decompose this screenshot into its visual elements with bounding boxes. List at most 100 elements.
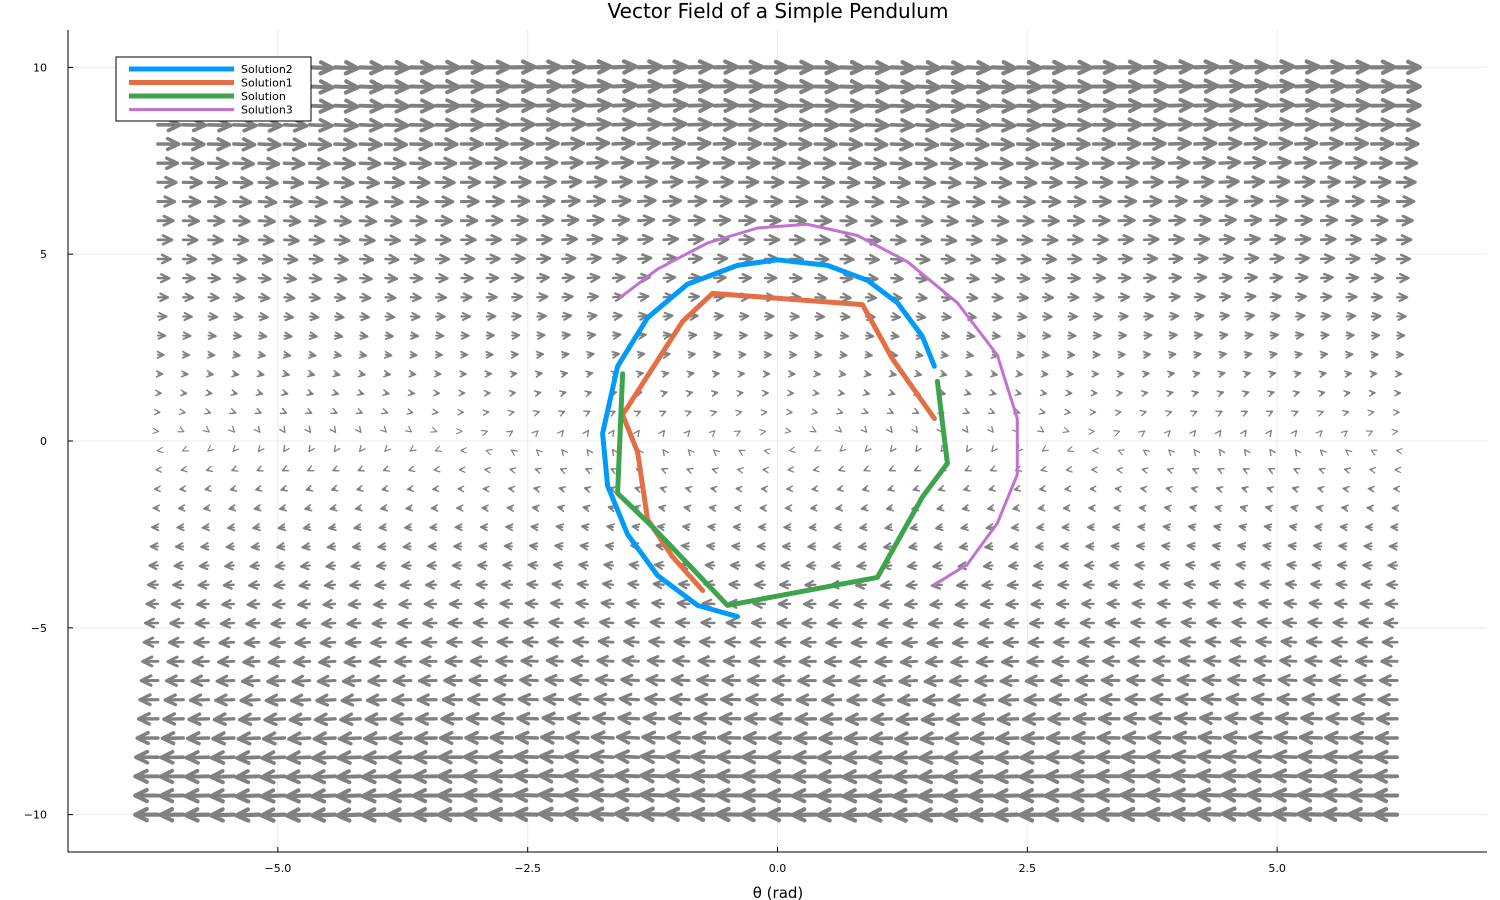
field-arrow-1632 (1167, 194, 1188, 208)
field-arrow-1704 (1218, 350, 1227, 359)
field-arrow-129 (218, 636, 236, 649)
field-arrow-1506 (1092, 311, 1104, 321)
field-arrow-270 (308, 234, 326, 246)
field-arrow-1494 (1085, 542, 1095, 551)
field-arrow-1841 (1296, 787, 1324, 803)
field-arrow-1215 (909, 523, 919, 532)
field-arrow-1768 (1253, 655, 1273, 667)
field-arrow-687 (569, 673, 590, 687)
field-arrow-299 (333, 444, 341, 453)
field-arrow-265 (308, 331, 318, 340)
field-arrow-1639 (1167, 59, 1195, 75)
field-arrow-1793 (1268, 175, 1291, 189)
field-arrow-1103 (838, 370, 847, 378)
field-arrow-1918 (1344, 78, 1372, 94)
field-arrow-917 (712, 97, 739, 113)
field-arrow-601 (512, 787, 540, 803)
field-arrow-1317 (965, 98, 992, 114)
field-arrow-365 (364, 712, 388, 726)
field-arrow-1910 (1345, 233, 1362, 246)
field-arrow-1772 (1259, 579, 1272, 590)
field-arrow-1615 (1162, 523, 1172, 532)
field-arrow-1133 (856, 561, 868, 571)
field-arrow-407 (392, 674, 413, 687)
field-arrow-1083 (816, 750, 843, 765)
field-arrow-75 (181, 137, 206, 152)
field-arrow-487 (443, 674, 463, 687)
field-arrow-1013 (780, 561, 792, 571)
field-arrow-438 (408, 79, 436, 95)
field-arrow-615 (530, 523, 539, 532)
field-arrow-888 (697, 655, 716, 668)
field-arrow-1309 (965, 253, 982, 265)
field-arrow-1497 (1089, 485, 1097, 493)
field-arrow-981 (760, 409, 768, 416)
field-arrow-1354 (990, 156, 1014, 171)
field-arrow-1366 (998, 693, 1020, 707)
field-arrow-978 (762, 466, 770, 474)
field-arrow-1418 (1040, 465, 1048, 473)
field-arrow-995 (763, 136, 788, 152)
field-arrow-1188 (890, 273, 904, 284)
field-arrow-1670 (1193, 233, 1211, 246)
field-arrow-663 (559, 370, 569, 378)
field-arrow-610 (523, 617, 539, 629)
field-arrow-728 (596, 655, 615, 667)
field-arrow-990 (763, 234, 781, 246)
field-arrow-1402 (1018, 768, 1045, 785)
field-arrow-1825 (1294, 331, 1305, 340)
field-arrow-1771 (1258, 598, 1272, 609)
field-arrow-1861 (1316, 410, 1324, 417)
field-arrow-1116 (838, 117, 865, 133)
field-arrow-1762 (1246, 768, 1273, 784)
field-arrow-894 (705, 542, 716, 551)
field-arrow-423 (408, 370, 417, 378)
field-arrow-1870 (1319, 233, 1337, 246)
field-arrow-1242 (917, 769, 944, 785)
field-arrow-1539 (1117, 449, 1125, 456)
field-arrow-398 (383, 79, 411, 95)
field-arrow-1711 (1218, 214, 1237, 227)
field-arrow-483 (437, 749, 464, 765)
field-arrow-1895 (1339, 523, 1348, 532)
field-arrow-1470 (1066, 234, 1084, 246)
field-arrow-264 (307, 350, 317, 359)
field-arrow-1179 (889, 444, 897, 453)
field-arrow-1932 (1360, 579, 1373, 590)
field-arrow-138 (231, 465, 239, 472)
field-arrow-1745 (1244, 331, 1254, 340)
field-arrow-808 (646, 655, 666, 667)
field-arrow-390 (384, 234, 401, 246)
field-arrow-268 (308, 273, 323, 284)
field-arrow-130 (219, 617, 236, 629)
field-arrow-314 (333, 156, 356, 171)
field-arrow-963 (740, 749, 767, 765)
field-arrow-942 (736, 389, 744, 397)
field-arrow-986 (763, 311, 775, 321)
field-arrow-735 (606, 523, 615, 532)
field-arrow-1854 (1312, 542, 1323, 551)
field-arrow-1986 (1396, 311, 1407, 321)
field-arrow-1283 (943, 750, 970, 765)
field-arrow-546 (485, 311, 497, 321)
field-arrow-665 (561, 331, 571, 340)
field-arrow-768 (621, 655, 640, 667)
field-arrow-1392 (1016, 195, 1036, 209)
field-arrow-1886 (1326, 692, 1349, 707)
field-arrow-944 (738, 350, 747, 359)
field-arrow-1054 (807, 542, 817, 551)
field-arrow-1958 (1369, 78, 1397, 95)
field-arrow-1980 (1391, 428, 1399, 436)
field-arrow-184 (257, 350, 266, 359)
field-arrow-1343 (989, 370, 998, 378)
field-arrow-849 (673, 636, 691, 648)
field-arrow-574 (503, 542, 513, 551)
field-arrow-209 (269, 636, 286, 649)
field-arrow-1404 (1020, 731, 1045, 746)
field-arrow-1014 (781, 542, 792, 551)
field-arrow-1459 (1067, 446, 1075, 453)
field-arrow-1314 (965, 156, 989, 171)
field-arrow-1414 (1034, 542, 1044, 551)
field-arrow-1979 (1395, 448, 1403, 455)
field-arrow-431 (409, 214, 428, 227)
